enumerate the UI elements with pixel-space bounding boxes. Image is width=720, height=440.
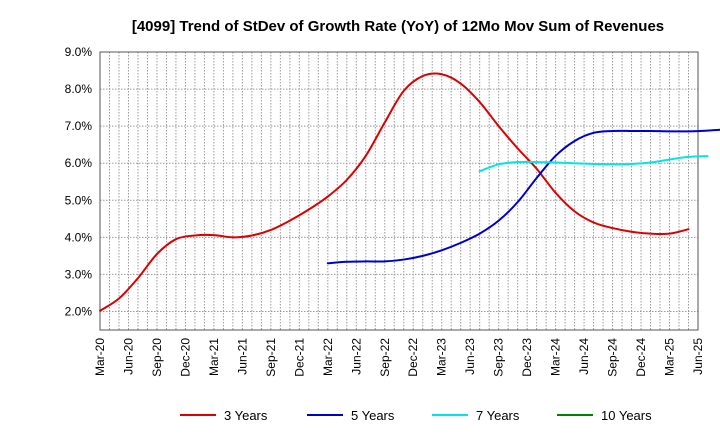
legend-label-3-years: 3 Years: [224, 408, 268, 423]
x-tick-label: Jun-25: [691, 338, 705, 375]
x-tick-label: Dec-24: [634, 338, 648, 377]
y-tick-label: 5.0%: [65, 193, 93, 207]
plot-frame: [99, 51, 699, 331]
y-tick-label: 4.0%: [65, 230, 93, 244]
x-tick-label: Dec-20: [178, 338, 192, 377]
x-tick-label: Jun-24: [577, 338, 591, 375]
series-line-7-years: [478, 155, 709, 173]
legend: 3 Years 5 Years 7 Years 10 Years: [180, 408, 652, 423]
x-tick-label: Sep-21: [264, 338, 278, 377]
y-tick-label: 9.0%: [65, 45, 93, 59]
y-tick-label: 2.0%: [65, 304, 93, 318]
x-tick-label: Mar-21: [207, 338, 221, 376]
y-axis: 2.0% 3.0% 4.0% 5.0% 6.0% 7.0% 8.0% 9.0%: [65, 45, 93, 318]
x-tick-label: Mar-24: [549, 338, 563, 376]
x-tick-label: Jun-20: [121, 338, 135, 375]
x-tick-label: Sep-22: [378, 338, 392, 377]
legend-label-7-years: 7 Years: [476, 408, 520, 423]
x-tick-label: Jun-23: [463, 338, 477, 375]
series-lines: [99, 72, 720, 312]
x-tick-label: Dec-22: [406, 338, 420, 377]
y-tick-label: 7.0%: [65, 119, 93, 133]
series-line-5-years: [326, 128, 720, 265]
x-axis: Mar-20 Jun-20 Sep-20 Dec-20 Mar-21 Jun-21 Sep-…: [93, 338, 705, 377]
legend-label-10-years: 10 Years: [601, 408, 652, 423]
legend-label-5-years: 5 Years: [351, 408, 395, 423]
x-tick-label: Jun-21: [235, 338, 249, 375]
x-tick-label: Dec-23: [520, 338, 534, 377]
x-tick-label: Mar-22: [321, 338, 335, 376]
x-tick-label: Dec-21: [292, 338, 306, 377]
x-tick-label: Mar-20: [93, 338, 107, 376]
x-tick-label: Jun-22: [349, 338, 363, 375]
series-line-3-years: [99, 72, 690, 312]
y-tick-label: 3.0%: [65, 267, 93, 281]
x-tick-label: Sep-20: [150, 338, 164, 377]
x-tick-label: Mar-23: [435, 338, 449, 376]
x-tick-label: Sep-24: [606, 338, 620, 377]
x-tick-label: Mar-25: [663, 338, 677, 376]
chart-title: [4099] Trend of StDev of Growth Rate (Yo…: [132, 18, 664, 35]
y-tick-label: 8.0%: [65, 82, 93, 96]
y-tick-label: 6.0%: [65, 156, 93, 170]
x-tick-label: Sep-23: [492, 338, 506, 377]
